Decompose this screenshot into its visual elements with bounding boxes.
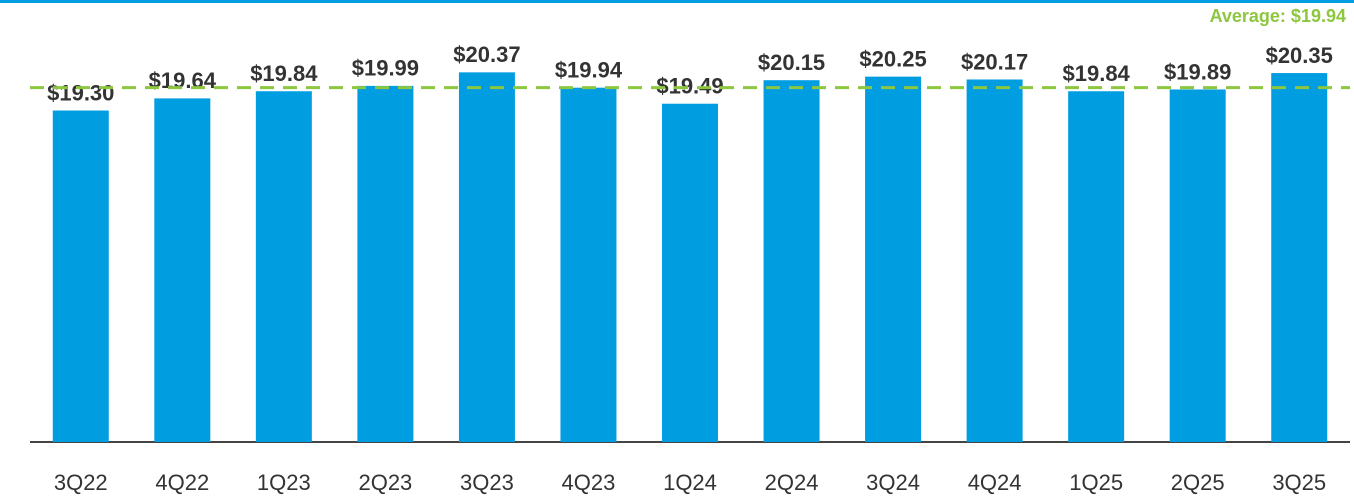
x-tick-label: 4Q23: [562, 470, 616, 495]
bar: [763, 80, 820, 443]
bar: [1068, 91, 1125, 442]
x-tick-label: 4Q24: [968, 470, 1022, 495]
value-label: $19.84: [1063, 61, 1131, 86]
value-label: $20.17: [961, 49, 1028, 74]
value-label: $20.35: [1266, 43, 1333, 68]
average-label: Average: $19.94: [1210, 6, 1346, 26]
value-label: $20.37: [453, 42, 520, 67]
x-tick-label: 1Q25: [1069, 470, 1123, 495]
x-tick-label: 3Q23: [460, 470, 514, 495]
value-label: $19.99: [352, 56, 419, 81]
x-tick-label: 3Q25: [1272, 470, 1326, 495]
x-tick-label: 3Q22: [54, 470, 108, 495]
bar: [458, 72, 515, 442]
bar: [966, 79, 1023, 442]
bar: [154, 98, 211, 442]
x-tick-label: 1Q23: [257, 470, 311, 495]
value-label: $19.89: [1164, 59, 1231, 84]
bar: [52, 110, 109, 442]
x-tick-label: 4Q22: [155, 470, 209, 495]
bar: [357, 85, 414, 442]
bar: [1271, 73, 1328, 443]
top-rule: [0, 0, 1354, 3]
x-tick-label: 2Q25: [1171, 470, 1225, 495]
x-tick-label: 2Q23: [358, 470, 412, 495]
value-label: $19.94: [555, 57, 623, 82]
value-label: $19.30: [47, 80, 114, 105]
value-label: $19.49: [656, 74, 723, 99]
bar: [865, 76, 922, 443]
value-label: $20.15: [758, 50, 825, 75]
value-label: $19.84: [250, 61, 318, 86]
bar: [1169, 89, 1226, 442]
value-label: $20.25: [859, 46, 926, 71]
x-tick-label: 1Q24: [663, 470, 717, 495]
value-label: $19.64: [149, 68, 217, 93]
x-tick-label: 3Q24: [866, 470, 920, 495]
x-tick-label: 2Q24: [765, 470, 819, 495]
bar: [255, 91, 312, 442]
bar: [662, 103, 718, 442]
bar: [560, 87, 617, 442]
